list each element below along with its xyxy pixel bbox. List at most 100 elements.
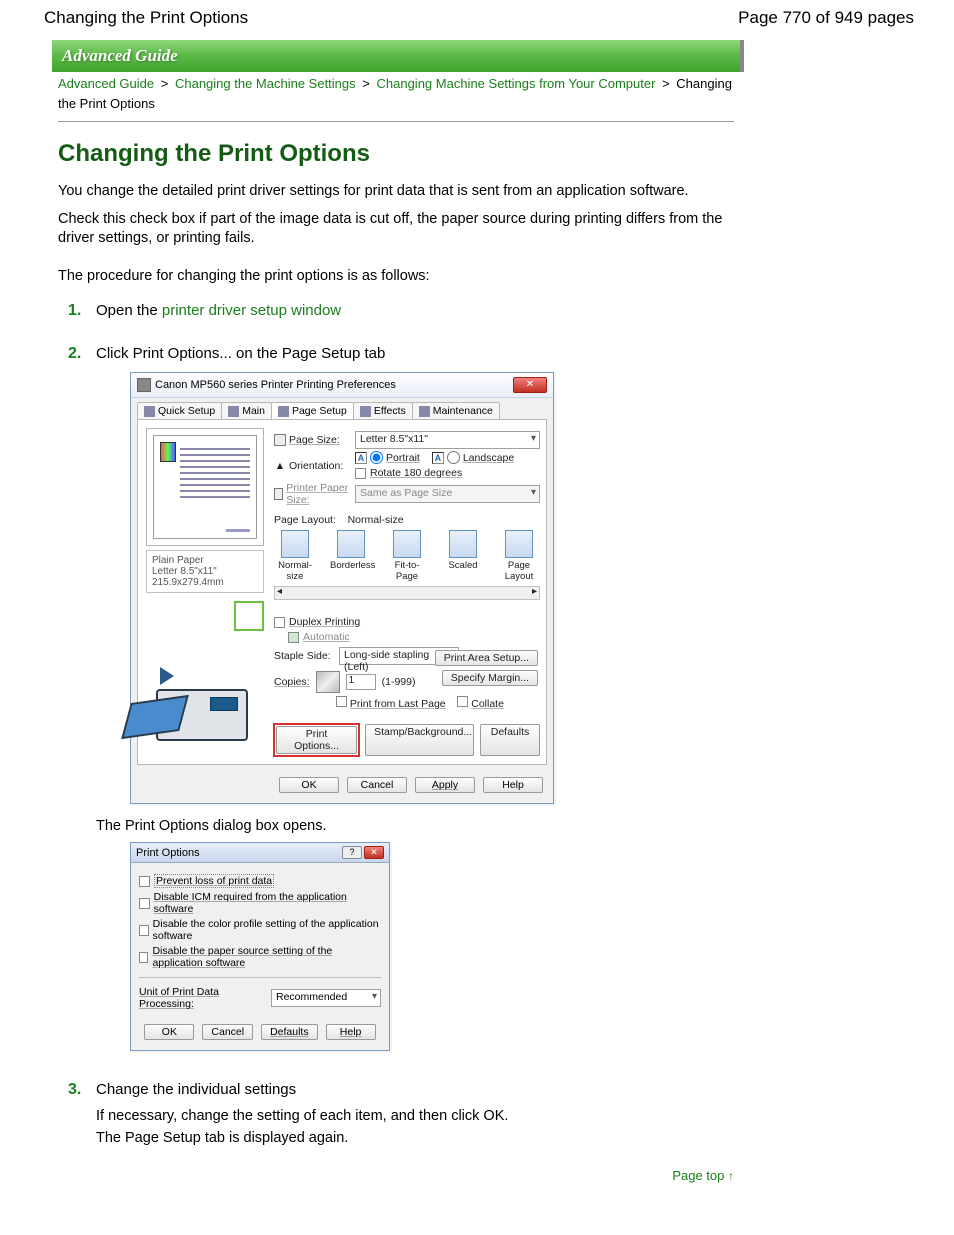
print-last-checkbox[interactable] (336, 696, 347, 707)
crumb-3[interactable]: Changing Machine Settings from Your Comp… (377, 76, 656, 91)
intro-paragraph-1: You change the detailed print driver set… (58, 182, 734, 202)
po-defaults-button[interactable]: Defaults (261, 1024, 318, 1040)
po-ok-button[interactable]: OK (144, 1024, 194, 1040)
printer-driver-setup-link[interactable]: printer driver setup window (162, 302, 341, 319)
apply-button[interactable]: Apply (415, 777, 475, 793)
po-cancel-button[interactable]: Cancel (202, 1024, 253, 1040)
crumb-sep: > (161, 76, 169, 91)
orientation-thumb (234, 601, 264, 631)
page-title: Changing the Print Options (58, 140, 734, 168)
landscape-radio[interactable] (447, 451, 460, 464)
page-size-label: Page Size: (289, 434, 340, 446)
automatic-label: Automatic (303, 631, 350, 643)
page-layout-label: Page Layout: (274, 514, 336, 526)
checkbox[interactable] (139, 898, 150, 909)
copies-label: Copies: (274, 676, 310, 688)
layout-normal-size[interactable]: Normal-size (274, 530, 316, 582)
step-2-title: Click Print Options... on the Page Setup… (96, 345, 734, 362)
step-number-1: 1. (68, 302, 96, 329)
opt-disable-color-profile[interactable]: Disable the color profile setting of the… (139, 918, 381, 942)
opt-prevent-loss[interactable]: Prevent loss of print data (139, 874, 381, 888)
up-arrow-icon: ↑ (728, 1169, 734, 1183)
tab-icon (419, 406, 430, 417)
close-button[interactable]: ✕ (364, 846, 384, 859)
layout-borderless[interactable]: Borderless (330, 530, 372, 582)
layout-scrollbar[interactable] (274, 586, 540, 600)
orientation-landscape[interactable]: A Landscape (432, 451, 514, 464)
printer-paper-size-label: Printer Paper Size: (286, 482, 350, 506)
media-info: Plain Paper Letter 8.5"x11" 215.9x279.4m… (146, 550, 264, 593)
tab-effects[interactable]: Effects (353, 402, 413, 419)
page-preview (146, 428, 264, 546)
print-options-dialog: Print Options ? ✕ Prevent loss of print … (130, 842, 390, 1051)
rotate-180-checkbox[interactable] (355, 468, 366, 479)
collate-checkbox[interactable] (457, 696, 468, 707)
stamp-background-button[interactable]: Stamp/Background... (365, 724, 474, 756)
step-3-detail-2: The Page Setup tab is displayed again. (96, 1130, 734, 1146)
duplex-checkbox[interactable] (274, 617, 285, 628)
tab-strip: Quick Setup Main Page Setup Effects Main… (131, 398, 553, 419)
automatic-checkbox[interactable] (288, 632, 299, 643)
opt-disable-paper-source[interactable]: Disable the paper source setting of the … (139, 945, 381, 969)
checkbox[interactable] (139, 925, 149, 936)
doc-title: Changing the Print Options (44, 8, 248, 28)
landscape-icon: A (432, 452, 444, 464)
tab-icon (144, 406, 155, 417)
step-number-3: 3. (68, 1081, 96, 1152)
page-size-combo[interactable]: Letter 8.5"x11" (355, 431, 540, 449)
crumb-sep: > (362, 76, 370, 91)
cancel-button[interactable]: Cancel (347, 777, 407, 793)
collate-label: Collate (471, 698, 504, 710)
printing-preferences-dialog: Canon MP560 series Printer Printing Pref… (130, 372, 554, 804)
copies-spinner[interactable]: 1 (346, 674, 376, 690)
tab-page-setup[interactable]: Page Setup (271, 402, 354, 419)
close-button[interactable]: ✕ (513, 377, 547, 393)
page-top-link[interactable]: Page top (672, 1168, 724, 1183)
dialog-title: Canon MP560 series Printer Printing Pref… (155, 379, 396, 391)
printer-illustration (146, 653, 258, 741)
intro-paragraph-3: The procedure for changing the print opt… (58, 267, 734, 287)
printer-icon (137, 378, 151, 392)
intro-paragraph-2: Check this check box if part of the imag… (58, 210, 734, 249)
ok-button[interactable]: OK (279, 777, 339, 793)
print-last-label: Print from Last Page (350, 698, 446, 710)
breadcrumb: Advanced Guide > Changing the Machine Se… (58, 74, 734, 122)
page-size-icon (274, 434, 286, 446)
rotate-180-label: Rotate 180 degrees (370, 467, 462, 479)
print-options-button[interactable]: Print Options... (276, 726, 357, 754)
help-button[interactable]: Help (483, 777, 543, 793)
tab-icon (360, 406, 371, 417)
layout-page-layout[interactable]: Page Layout (498, 530, 540, 582)
tab-main[interactable]: Main (221, 402, 272, 419)
step-3-detail-1: If necessary, change the setting of each… (96, 1108, 734, 1124)
layout-fit-to-page[interactable]: Fit-to-Page (386, 530, 428, 582)
checkbox[interactable] (139, 952, 148, 963)
tab-icon (228, 406, 239, 417)
copies-icon (316, 671, 340, 693)
crumb-2[interactable]: Changing the Machine Settings (175, 76, 356, 91)
orientation-icon: ▲ (274, 460, 286, 472)
copies-range: (1-999) (382, 676, 416, 688)
staple-side-label: Staple Side: (274, 650, 331, 662)
portrait-radio[interactable] (370, 451, 383, 464)
help-icon-button[interactable]: ? (342, 846, 362, 859)
po-help-button[interactable]: Help (326, 1024, 376, 1040)
unit-combo[interactable]: Recommended (271, 989, 381, 1007)
tab-quick-setup[interactable]: Quick Setup (137, 402, 222, 419)
orientation-portrait[interactable]: A Portrait (355, 451, 420, 464)
layout-scaled[interactable]: Scaled (442, 530, 484, 582)
orientation-label: Orientation: (289, 460, 343, 472)
opt-disable-icm[interactable]: Disable ICM required from the applicatio… (139, 891, 381, 915)
po-dialog-title: Print Options (136, 847, 200, 859)
portrait-icon: A (355, 452, 367, 464)
specify-margin-button[interactable]: Specify Margin... (442, 670, 538, 686)
checkbox[interactable] (139, 876, 150, 887)
defaults-button[interactable]: Defaults (480, 724, 540, 756)
tab-maintenance[interactable]: Maintenance (412, 402, 500, 419)
printer-paper-size-combo: Same as Page Size (355, 485, 540, 503)
unit-label: Unit of Print Data Processing: (139, 986, 265, 1010)
duplex-label: Duplex Printing (289, 616, 360, 628)
step-number-2: 2. (68, 345, 96, 1065)
print-area-setup-button[interactable]: Print Area Setup... (435, 650, 538, 666)
crumb-1[interactable]: Advanced Guide (58, 76, 154, 91)
